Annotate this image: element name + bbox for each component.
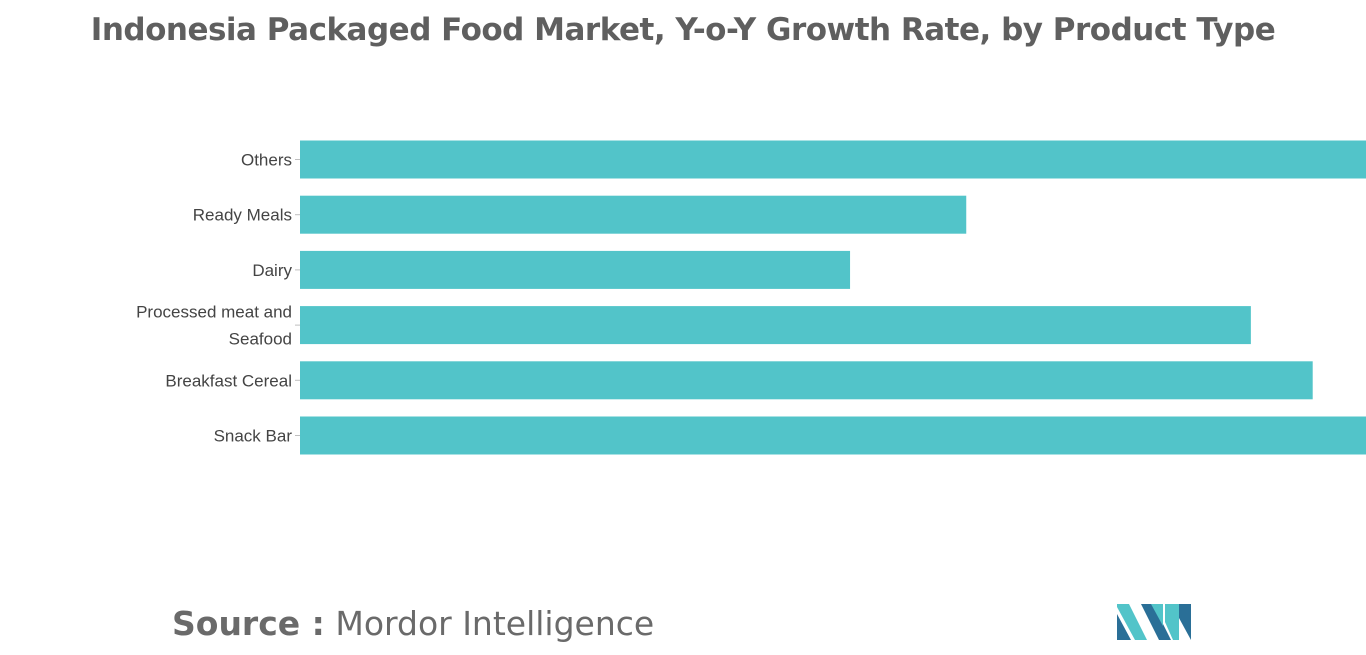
category-label: Snack Bar	[214, 427, 293, 446]
category-label: Dairy	[252, 261, 292, 280]
bar-chart: Others Ready Meals Dairy Processed meat and…	[136, 140, 1366, 455]
bar-snack-bar	[300, 416, 1366, 455]
bar-processed-meat-and-seafood	[300, 306, 1251, 345]
category-label: Others	[241, 151, 292, 170]
bar-dairy	[300, 250, 851, 289]
bar-others	[300, 140, 1366, 179]
category-label: Ready Meals	[193, 206, 292, 225]
bar-ready-meals	[300, 195, 967, 234]
mordor-intelligence-logo	[1117, 604, 1191, 640]
source-attribution: Source : Mordor Intelligence	[172, 604, 654, 643]
category-label: Processed meat and Seafood	[136, 303, 292, 349]
source-name: Mordor Intelligence	[335, 604, 655, 643]
bar-breakfast-cereal	[300, 361, 1313, 400]
source-label: Source :	[172, 604, 325, 643]
category-label: Breakfast Cereal	[165, 371, 292, 390]
chart-title: Indonesia Packaged Food Market, Y-o-Y Gr…	[90, 12, 1276, 48]
